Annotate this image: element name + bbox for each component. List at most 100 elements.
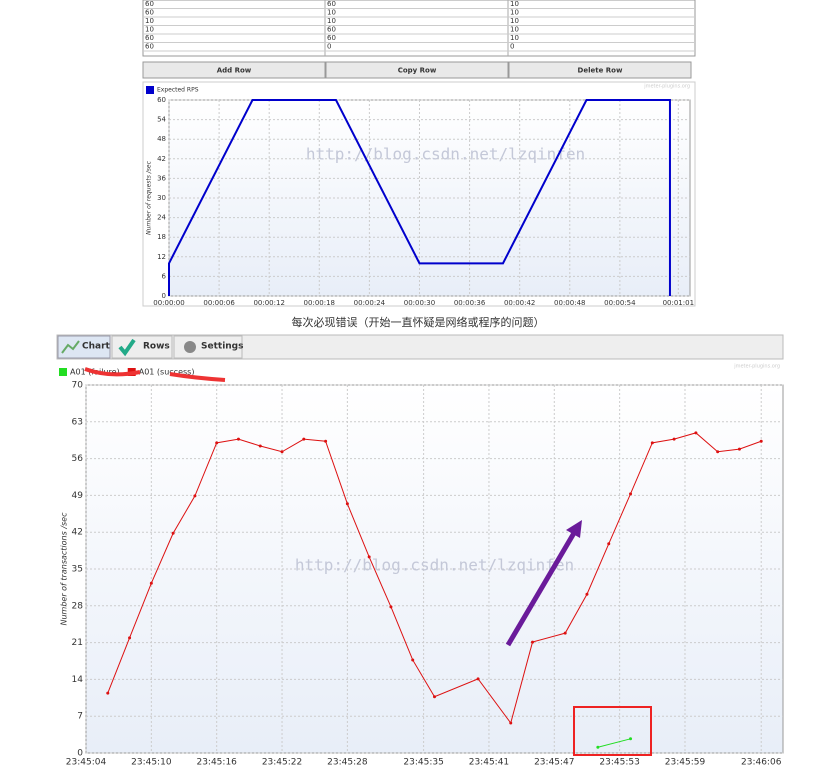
table-cell: 60 [327,26,336,34]
settings-icon [184,341,196,353]
button[interactable] [142,61,326,79]
table-cell: 60 [145,43,154,51]
x-tick-label: 23:45:22 [262,758,302,768]
rows-icon [118,338,136,357]
watermark: http://blog.csdn.net/lzqinfen [306,145,585,164]
table-cell: 10 [510,34,519,42]
x-tick-label: 00:00:30 [404,299,435,307]
x-tick-label: 00:01:01 [663,299,694,307]
series-line [597,738,631,748]
x-tick-label: 00:00:06 [203,299,235,307]
point [367,555,371,559]
point [149,581,153,585]
tab[interactable] [57,335,111,359]
x-tick-label: 23:45:16 [196,758,237,768]
y-tick-label: 54 [157,116,166,124]
chart-icon [61,340,80,354]
y-tick-label: 49 [72,491,84,501]
table [142,0,696,57]
x-tick-label: 23:45:10 [131,758,172,768]
arrow [505,531,577,647]
caption: 每次必现错误（开始一直怀疑是网络或程序的问题） [292,315,545,329]
credit: jmeter-plugins.org [643,84,690,90]
point [280,450,284,454]
point [563,631,567,635]
y-tick-label: 42 [157,155,166,163]
y-tick-label: 70 [72,381,84,391]
y-tick-label: 36 [157,174,166,182]
button-label: Copy Row [398,67,437,75]
x-tick-label: 23:45:53 [599,758,639,768]
point [236,437,240,441]
point [509,721,513,725]
button[interactable] [508,61,692,79]
x-tick-label: 00:00:00 [153,299,184,307]
legend-swatch [59,368,67,376]
y-tick-label: 0 [162,292,166,300]
point [737,447,741,451]
y-tick-label: 0 [77,749,83,759]
point [629,737,633,741]
point [585,592,589,596]
x-tick-label: 00:00:54 [604,299,636,307]
table-cell: 60 [145,0,154,8]
table-cell: 60 [327,34,336,42]
table-cell: 10 [327,17,336,25]
y-tick-label: 35 [72,565,83,575]
watermark: http://blog.csdn.net/lzqinfen [295,556,574,575]
point [629,492,633,496]
point [171,531,175,535]
point [650,441,654,445]
table-cell: 10 [510,0,519,8]
x-tick-label: 23:45:41 [469,758,509,768]
point [411,658,415,662]
button-label: Add Row [217,67,252,75]
x-tick-label: 00:00:18 [304,299,335,307]
x-tick-label: 23:46:06 [741,758,782,768]
table-cell: 10 [145,17,154,25]
table-cell: 60 [145,34,154,42]
point [531,640,535,644]
point [596,745,600,749]
y-tick-label: 24 [157,214,166,222]
highlight-box [573,706,652,756]
button[interactable] [325,61,509,79]
table-cell: 0 [327,43,331,51]
y-tick-label: 14 [72,675,84,685]
x-tick-label: 23:45:04 [66,758,107,768]
point [128,636,132,640]
y-tick-label: 42 [72,528,83,538]
point [716,450,720,454]
tab-label: Chart [82,342,111,352]
table-cell: 10 [510,9,519,17]
legend-swatch [146,86,154,94]
y-tick-label: 6 [162,272,167,280]
y-tick-label: 7 [77,712,83,722]
table-cell: 10 [510,17,519,25]
arrow-head [566,520,582,538]
tab-label: Rows [143,342,170,352]
point [672,437,676,441]
point [302,437,306,441]
table-cell: 10 [510,26,519,34]
y-tick-label: 63 [72,417,83,427]
point [759,439,763,443]
x-tick-label: 00:00:42 [504,299,535,307]
table-cell: 60 [145,9,154,17]
y-tick-label: 48 [157,135,166,143]
point [258,444,262,448]
table-cell: 10 [327,9,336,17]
y-tick-label: 56 [72,454,84,464]
table-cell: 60 [327,0,336,8]
y-tick-label: 30 [157,194,166,202]
button-label: Delete Row [578,67,623,75]
y-tick-label: 12 [157,253,166,261]
legend-label: A01 (success) [139,368,195,377]
y-axis-label: Number of requests /sec [146,160,153,235]
point [193,494,197,498]
x-tick-label: 23:45:59 [665,758,706,768]
credit: jmeter-plugins.org [733,364,780,370]
table-cell: 0 [510,43,514,51]
y-axis-label: Number of transactions /sec [60,512,69,626]
